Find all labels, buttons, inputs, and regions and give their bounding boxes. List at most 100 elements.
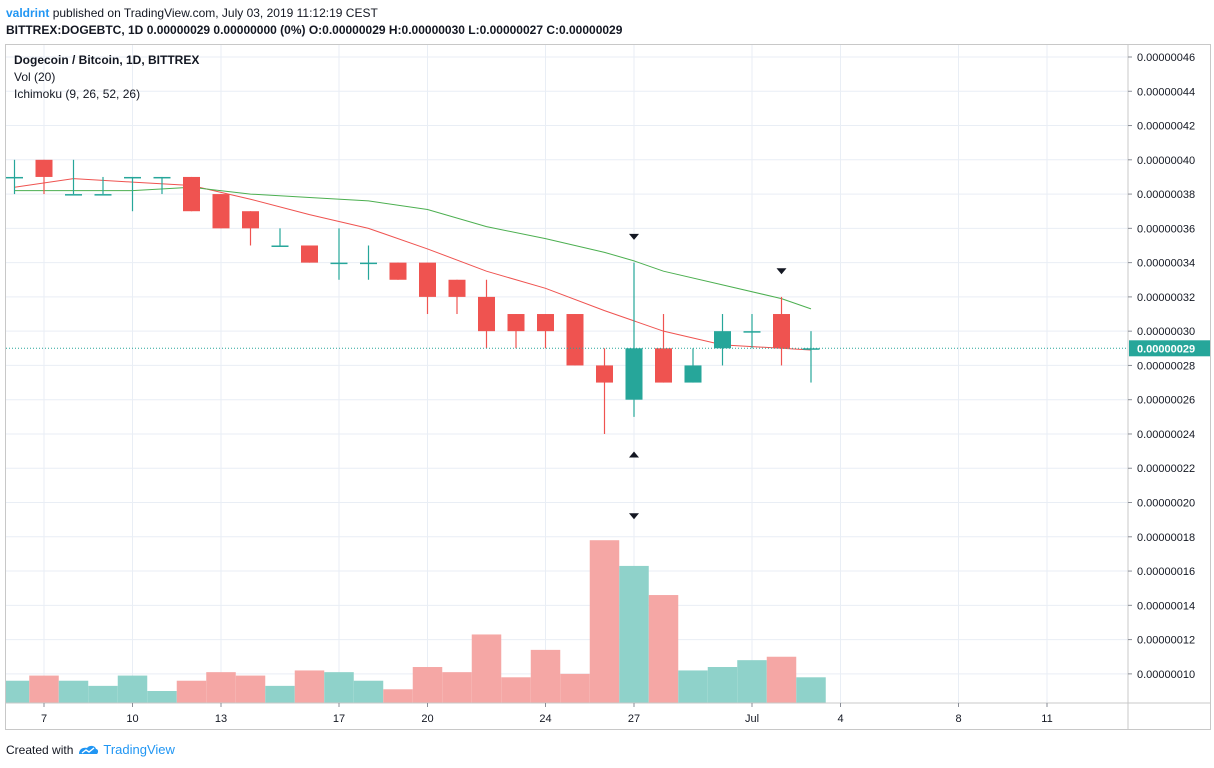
volume-bar bbox=[29, 675, 59, 703]
candle-body[interactable] bbox=[6, 176, 23, 179]
published-text: published on TradingView.com, July 03, 2… bbox=[52, 6, 378, 20]
volume-bar bbox=[6, 680, 30, 703]
tradingview-brand[interactable]: TradingView bbox=[103, 742, 175, 757]
volume-bar bbox=[235, 675, 266, 703]
volume-bar bbox=[353, 680, 384, 703]
price-axis-label: 0.00000040 bbox=[1137, 155, 1195, 167]
signal-arrow-up-icon bbox=[629, 451, 639, 458]
candle-body[interactable] bbox=[212, 194, 230, 229]
time-axis-label: 4 bbox=[837, 713, 843, 725]
price-axis-label: 0.00000014 bbox=[1137, 600, 1195, 612]
price-axis-label: 0.00000020 bbox=[1137, 498, 1195, 510]
volume-bar bbox=[383, 689, 413, 703]
time-axis-label: Jul bbox=[745, 713, 759, 725]
price-axis-label: 0.00000032 bbox=[1137, 292, 1195, 304]
legend-ichimoku[interactable]: Ichimoku (9, 26, 52, 26) bbox=[14, 87, 141, 101]
volume-bar bbox=[324, 672, 354, 703]
price-axis-label: 0.00000046 bbox=[1137, 52, 1195, 64]
legend-volume[interactable]: Vol (20) bbox=[14, 70, 56, 84]
candle-body[interactable] bbox=[537, 314, 554, 332]
candle-body[interactable] bbox=[655, 348, 672, 383]
ohlc-line: BITTREX:DOGEBTC, 1D 0.00000029 0.0000000… bbox=[6, 22, 622, 39]
candle-body[interactable] bbox=[448, 279, 466, 297]
price-axis-label: 0.00000010 bbox=[1137, 669, 1195, 681]
ichimoku-conversion-line bbox=[14, 178, 812, 351]
volume-bar bbox=[117, 675, 148, 703]
price-axis-label: 0.00000028 bbox=[1137, 360, 1195, 372]
candle-body[interactable] bbox=[507, 314, 525, 332]
volume-bar bbox=[294, 670, 325, 703]
publish-line: valdrint published on TradingView.com, J… bbox=[6, 5, 622, 22]
volume-bar bbox=[442, 672, 472, 703]
volume-bar bbox=[58, 680, 89, 703]
price-axis-label: 0.00000042 bbox=[1137, 121, 1195, 133]
volume-bar bbox=[530, 649, 561, 703]
candle-body[interactable] bbox=[478, 296, 495, 332]
candle-body[interactable] bbox=[183, 176, 200, 212]
price-axis-label: 0.00000016 bbox=[1137, 566, 1195, 578]
candle-body[interactable] bbox=[330, 262, 348, 265]
volume-bar bbox=[796, 677, 826, 703]
candle-body[interactable] bbox=[389, 262, 407, 280]
candle-body[interactable] bbox=[596, 365, 613, 383]
volume-bar bbox=[678, 670, 708, 703]
candle-body[interactable] bbox=[124, 176, 141, 179]
chart-header: valdrint published on TradingView.com, J… bbox=[6, 5, 622, 39]
candle-body[interactable] bbox=[94, 194, 112, 196]
price-axis-label: 0.00000044 bbox=[1137, 86, 1195, 98]
footer: Created with TradingView bbox=[6, 742, 175, 758]
candle-body[interactable] bbox=[566, 314, 584, 366]
price-axis-label: 0.00000022 bbox=[1137, 463, 1195, 475]
volume-bar bbox=[619, 565, 649, 703]
volume-bar bbox=[176, 680, 207, 703]
time-axis-label: 17 bbox=[333, 713, 345, 725]
candle-body[interactable] bbox=[684, 365, 702, 383]
candle-body[interactable] bbox=[714, 331, 731, 349]
candle-body[interactable] bbox=[743, 331, 761, 333]
price-axis-label: 0.00000036 bbox=[1137, 223, 1195, 235]
volume-bar bbox=[707, 667, 738, 703]
volume-bar bbox=[147, 691, 177, 703]
time-axis-label: 20 bbox=[421, 713, 433, 725]
volume-bar bbox=[766, 656, 797, 703]
tradingview-logo-icon bbox=[79, 745, 99, 754]
volume-bar bbox=[206, 672, 236, 703]
candle-body[interactable] bbox=[625, 348, 643, 400]
candle-body[interactable] bbox=[271, 245, 289, 247]
price-axis-label: 0.00000012 bbox=[1137, 635, 1195, 647]
volume-bar bbox=[560, 673, 590, 703]
time-axis-label: 10 bbox=[126, 713, 138, 725]
signal-arrow-down-icon bbox=[776, 268, 787, 275]
volume-bar bbox=[471, 634, 502, 703]
candle-body[interactable] bbox=[773, 314, 790, 349]
author-link[interactable]: valdrint bbox=[6, 6, 50, 20]
price-axis-label: 0.00000026 bbox=[1137, 395, 1195, 407]
time-axis-label: 24 bbox=[539, 713, 551, 725]
volume-bar bbox=[88, 685, 118, 703]
candle-body[interactable] bbox=[153, 176, 171, 179]
candle-body[interactable] bbox=[419, 262, 436, 297]
created-with-text: Created with bbox=[6, 743, 74, 757]
candle-body[interactable] bbox=[301, 245, 318, 263]
signal-arrow-down-icon bbox=[629, 233, 639, 240]
signal-arrow-down-icon bbox=[629, 513, 639, 520]
volume-bar bbox=[412, 667, 443, 703]
last-price-tag-label: 0.00000029 bbox=[1137, 343, 1195, 355]
candle-body[interactable] bbox=[802, 348, 820, 350]
chart-frame bbox=[5, 44, 1211, 730]
volume-bar bbox=[737, 660, 767, 703]
last-price-tag bbox=[1129, 340, 1210, 357]
candle-body[interactable] bbox=[360, 262, 377, 265]
candle-body[interactable] bbox=[242, 211, 259, 229]
time-axis-label: 7 bbox=[41, 713, 47, 725]
time-axis-label: 13 bbox=[215, 713, 227, 725]
ichimoku-base-line bbox=[14, 186, 812, 310]
candle-body[interactable] bbox=[65, 194, 82, 196]
candle-body[interactable] bbox=[35, 159, 53, 177]
time-axis-label: 8 bbox=[955, 713, 961, 725]
volume-bar bbox=[648, 595, 679, 703]
volume-bar bbox=[589, 540, 620, 703]
price-axis-label: 0.00000030 bbox=[1137, 326, 1195, 338]
chart-legend: Dogecoin / Bitcoin, 1D, BITTREX Vol (20)… bbox=[14, 52, 199, 103]
